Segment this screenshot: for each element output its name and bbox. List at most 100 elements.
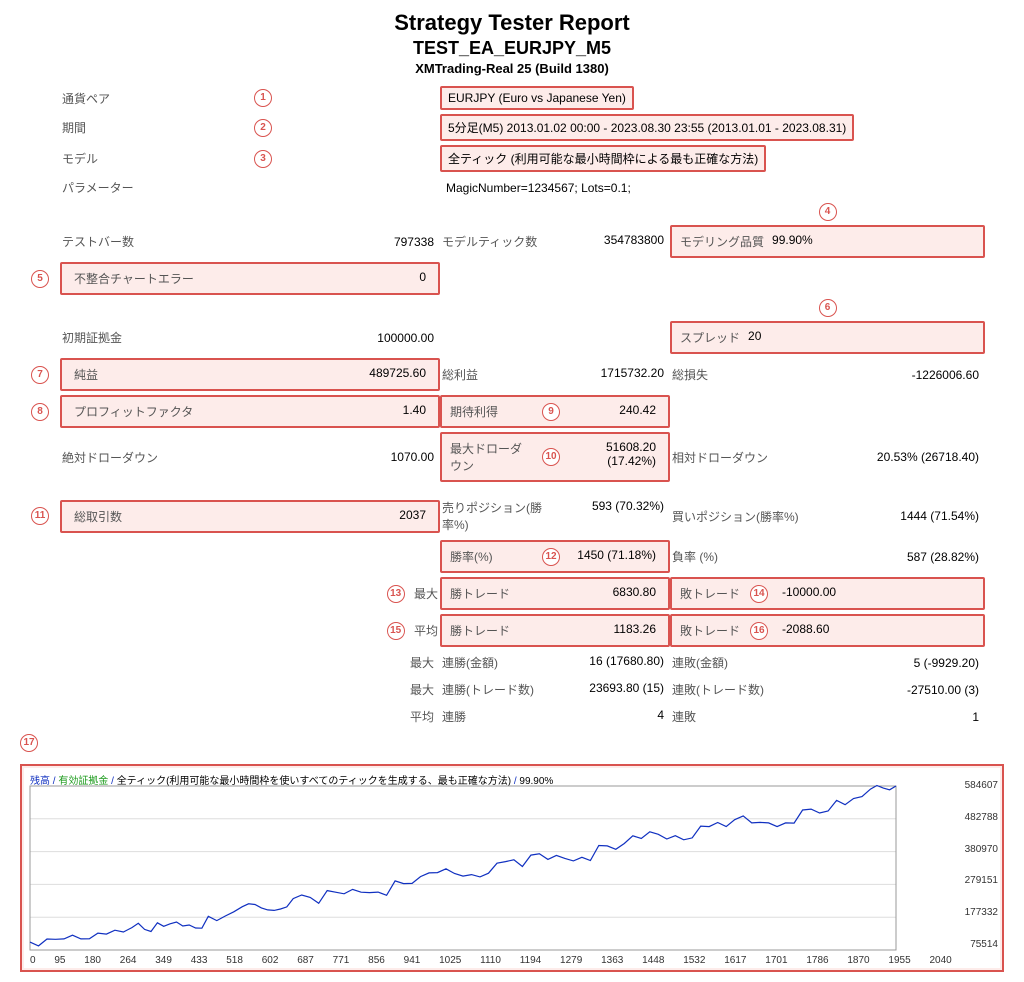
label-avg2: 平均 [250,705,440,728]
marker-2: 2 [254,119,272,137]
value-mismatch: 0 [413,267,432,290]
value-totaltrades: 2037 [393,505,432,528]
value-period: 5分足(M5) 2013.01.02 00:00 - 2023.08.30 23… [440,114,854,141]
value-modelticks: 354783800 [551,230,670,253]
value-spread: 20 [742,326,767,349]
value-model: 全ティック (利用可能な最小時間枠による最も正確な方法) [440,145,766,172]
marker-7: 7 [31,366,49,384]
value-winrate: 1450 (71.18%) [568,545,662,568]
label-wintrade2: 勝トレード [448,619,551,642]
cell-losstrade-avg: 敗トレード 16 -2088.60 [670,614,985,647]
label-maxconsecloss: 連敗(金額) [670,651,805,674]
marker-12: 12 [542,548,560,566]
label-losstrade1: 敗トレード [678,582,742,605]
report-title: Strategy Tester Report [20,10,1004,36]
marker-8: 8 [31,403,49,421]
marker-6: 6 [819,299,837,317]
cell-wintrade-max: 勝トレード 6830.80 [440,577,670,610]
cell-pf: プロフィットファクタ 1.40 [60,395,440,428]
value-maxconsecwin2: 23693.80 (15) [551,678,670,701]
label-maxdd: 最大ドローダウン [448,437,534,477]
report-server: XMTrading-Real 25 (Build 1380) [20,61,1004,76]
marker-13: 13 [387,585,405,603]
cell-quality: モデリング品質 99.90% [670,225,985,258]
label-initdep: 初期証拠金 [60,326,250,349]
label-shortpos: 売りポジション(勝率%) [440,496,551,536]
chart-x-labels: 0951802643494335186026877718569411025111… [30,955,952,966]
value-maxconsecloss: 5 (-9929.20) [805,653,985,673]
value-avgconsecloss: 1 [805,707,985,727]
label-wintrade1: 勝トレード [448,582,551,605]
cell-netprofit: 純益 489725.60 [60,358,440,391]
value-avgconsecwin: 4 [551,705,670,728]
label-avgconsecwin: 連勝 [440,705,551,728]
label-avgconsecloss: 連敗 [670,705,805,728]
label-pair: 通貨ペア [60,87,250,110]
marker-9: 9 [542,403,560,421]
value-losstrade1: -10000.00 [776,582,842,605]
value-wintrade2: 1183.26 [551,619,662,642]
value-absdd: 1070.00 [250,447,440,467]
label-expected: 期待利得 [448,400,534,423]
value-initdep: 100000.00 [250,328,440,348]
label-reldd: 相対ドローダウン [670,446,805,469]
cell-losstrade-max: 敗トレード 14 -10000.00 [670,577,985,610]
value-grossprofit: 1715732.20 [551,363,670,386]
value-params: MagicNumber=1234567; Lots=0.1; [440,178,985,198]
value-netprofit: 489725.60 [363,363,432,386]
label-avg1: 平均 [412,619,440,642]
value-wintrade1: 6830.80 [551,582,662,605]
marker-14: 14 [750,585,768,603]
label-mismatch: 不整合チャートエラー [68,267,413,290]
label-winrate: 勝率(%) [448,545,534,568]
marker-15: 15 [387,622,405,640]
label-maxconsecwin2: 連勝(トレード数) [440,678,551,701]
cell-maxdd: 最大ドローダウン 10 51608.20 (17.42%) [440,432,670,482]
label-grossloss: 総損失 [670,363,805,386]
cell-wintrade-avg: 勝トレード 1183.26 [440,614,670,647]
value-maxconsecloss2: -27510.00 (3) [805,680,985,700]
value-grossloss: -1226006.60 [805,365,985,385]
label-quality: モデリング品質 [678,230,766,253]
label-period: 期間 [60,116,250,139]
value-longpos: 1444 (71.54%) [805,506,985,526]
label-totaltrades: 総取引数 [68,505,393,528]
label-spread: スプレッド [678,326,742,349]
value-pair: EURJPY (Euro vs Japanese Yen) [440,86,634,110]
marker-4: 4 [819,203,837,221]
label-max2: 最大 [250,651,440,674]
value-testbars: 797338 [250,232,440,252]
value-reldd: 20.53% (26718.40) [805,447,985,467]
label-testbars: テストバー数 [60,230,250,253]
label-losstrade2: 敗トレード [678,619,742,642]
value-pf: 1.40 [397,400,432,423]
marker-11: 11 [31,507,49,525]
cell-expected: 期待利得 9 240.42 [440,395,670,428]
label-pf: プロフィットファクタ [68,400,397,423]
label-netprofit: 純益 [68,363,363,386]
cell-winrate: 勝率(%) 12 1450 (71.18%) [440,540,670,573]
label-modelticks: モデルティック数 [440,230,551,253]
label-max1: 最大 [412,582,440,605]
marker-10: 10 [542,448,560,466]
label-model: モデル [60,147,250,170]
label-grossprofit: 総利益 [440,363,551,386]
report-subtitle: TEST_EA_EURJPY_M5 [20,38,1004,59]
marker-5: 5 [31,270,49,288]
chart-y-labels: 58460748278838097027915117733275514 [965,780,998,950]
report-header: Strategy Tester Report TEST_EA_EURJPY_M5… [20,10,1004,76]
label-longpos: 買いポジション(勝率%) [670,505,805,528]
chart-svg [24,768,944,968]
label-absdd: 絶対ドローダウン [60,446,250,469]
label-maxconsecloss2: 連敗(トレード数) [670,678,805,701]
label-lossrate: 負率 (%) [670,545,805,568]
value-expected: 240.42 [568,400,662,423]
marker-17: 17 [20,734,38,752]
marker-1: 1 [254,89,272,107]
value-maxconsecwin: 16 (17680.80) [551,651,670,674]
value-losstrade2: -2088.60 [776,619,835,642]
label-maxconsecwin: 連勝(金額) [440,651,551,674]
label-max3: 最大 [250,678,440,701]
report-grid: 通貨ペア 1 EURJPY (Euro vs Japanese Yen) 期間 … [20,86,1004,728]
cell-mismatch: 不整合チャートエラー 0 [60,262,440,295]
